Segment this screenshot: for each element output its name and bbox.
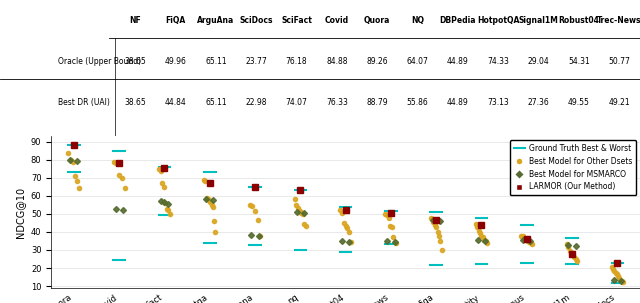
Text: Oracle (Upper Bound): Oracle (Upper Bound) [58, 57, 141, 66]
Text: 74.07: 74.07 [285, 98, 308, 107]
Text: Best DR (UAI): Best DR (UAI) [58, 98, 109, 107]
Text: 38.65: 38.65 [125, 98, 146, 107]
Text: SciFact: SciFact [281, 16, 312, 25]
Text: ArguAna: ArguAna [197, 16, 235, 25]
Text: FiQA: FiQA [166, 16, 186, 25]
Text: 44.89: 44.89 [447, 98, 468, 107]
Text: 36.21: 36.21 [125, 139, 146, 148]
Text: 50.77: 50.77 [608, 57, 630, 66]
Text: 73.13: 73.13 [488, 98, 509, 107]
Text: 22.98: 22.98 [246, 98, 267, 107]
Text: 51.94: 51.94 [568, 139, 589, 148]
Text: 46.89: 46.89 [165, 139, 186, 148]
Text: 88.32: 88.32 [367, 139, 388, 148]
Text: 76.33: 76.33 [326, 98, 348, 107]
Text: 44.89: 44.89 [447, 57, 468, 66]
Text: 22.98: 22.98 [246, 139, 267, 148]
Text: 38.65: 38.65 [125, 57, 146, 66]
Text: 55.86: 55.86 [407, 98, 428, 107]
Text: 49.21: 49.21 [609, 98, 630, 107]
Text: 49.55: 49.55 [568, 98, 590, 107]
Text: 89.26: 89.26 [367, 57, 388, 66]
Text: 65.11: 65.11 [205, 139, 227, 148]
Text: 63.49: 63.49 [406, 139, 429, 148]
Text: Covid: Covid [325, 16, 349, 25]
Text: 78.07: 78.07 [326, 139, 348, 148]
Text: 64.07: 64.07 [406, 57, 429, 66]
Text: 27.36: 27.36 [528, 98, 549, 107]
Text: LARMOR (ours): LARMOR (ours) [58, 139, 116, 148]
Text: 67.16: 67.16 [488, 139, 509, 148]
Text: Signal1M: Signal1M [518, 16, 559, 25]
Text: 44.84: 44.84 [165, 98, 186, 107]
Text: 65.11: 65.11 [205, 98, 227, 107]
Text: 76.18: 76.18 [286, 57, 307, 66]
Legend: Ground Truth Best & Worst, Best Model for Other Dsets, Best Model for MSMARCO, L: Ground Truth Best & Worst, Best Model fo… [510, 140, 636, 195]
Text: DBPedia: DBPedia [440, 16, 476, 25]
Text: HotpotQA: HotpotQA [477, 16, 520, 25]
Text: Trec-News: Trec-News [597, 16, 640, 25]
Text: 23.77: 23.77 [246, 57, 267, 66]
Text: 88.79: 88.79 [367, 98, 388, 107]
Text: 74.33: 74.33 [487, 57, 509, 66]
Text: Robust04: Robust04 [559, 16, 599, 25]
Text: 84.88: 84.88 [326, 57, 348, 66]
Y-axis label: NDCG@10: NDCG@10 [15, 187, 26, 238]
Text: 50.77: 50.77 [608, 139, 630, 148]
Text: 44.07: 44.07 [447, 139, 469, 148]
Text: 27.76: 27.76 [528, 139, 549, 148]
Text: 54.31: 54.31 [568, 57, 589, 66]
Text: NF: NF [129, 16, 141, 25]
Text: 29.04: 29.04 [528, 57, 549, 66]
Text: SciDocs: SciDocs [239, 16, 273, 25]
Text: Quora: Quora [364, 16, 390, 25]
Text: 65.11: 65.11 [205, 57, 227, 66]
Text: 49.96: 49.96 [164, 57, 187, 66]
Text: 75.41: 75.41 [286, 139, 307, 148]
Text: NQ: NQ [411, 16, 424, 25]
